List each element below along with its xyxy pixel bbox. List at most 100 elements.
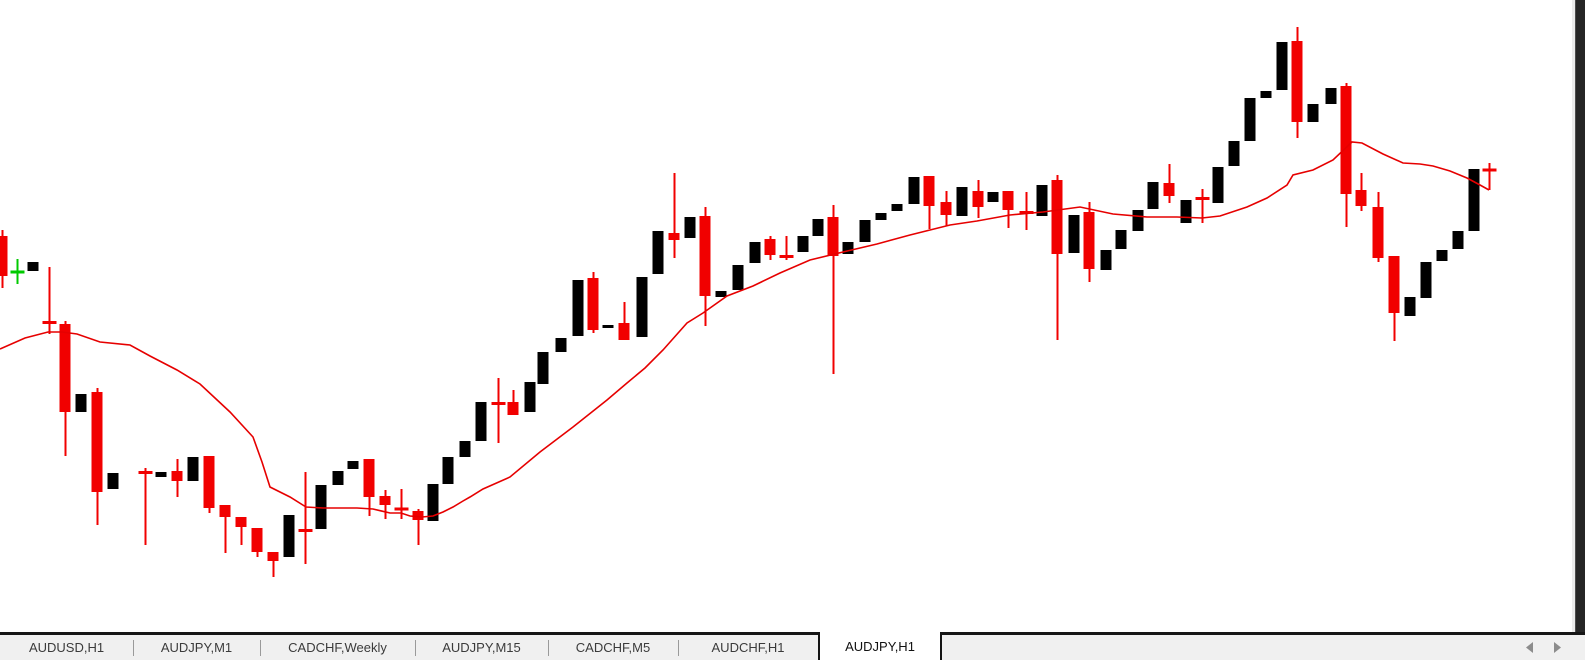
candle-78 (1260, 91, 1272, 98)
tab-audjpy-h1[interactable]: AUDJPY,H1 (818, 632, 942, 660)
candle-75 (1212, 167, 1224, 203)
candle-37 (602, 325, 614, 328)
candle-46 (749, 242, 761, 263)
candle-36 (587, 272, 599, 333)
tab-audjpy-m1[interactable]: AUDJPY,M1 (160, 640, 233, 655)
candle-43 (699, 207, 711, 326)
candle-49 (797, 236, 809, 252)
candle-71 (1147, 182, 1159, 209)
candle-69 (1115, 230, 1127, 249)
candle-76 (1228, 141, 1240, 166)
candle-28 (459, 441, 471, 457)
candle-3 (42, 267, 57, 334)
tab-separator (678, 640, 679, 656)
tab-scroll-left-button[interactable] (1522, 641, 1536, 653)
candle-30 (491, 378, 506, 443)
candle-41 (668, 173, 680, 258)
candle-20 (332, 471, 344, 485)
candle-44 (715, 291, 727, 297)
candle-66 (1068, 215, 1080, 253)
tab-cadchf-weekly[interactable]: CADCHF,Weekly (288, 640, 387, 655)
candle-12 (203, 456, 215, 513)
candle-1 (10, 259, 25, 284)
candle-31 (507, 390, 519, 415)
candle-87 (1404, 297, 1416, 316)
candle-18 (298, 472, 313, 564)
candle-19 (315, 485, 327, 529)
candle-53 (859, 220, 871, 242)
candle-90 (1452, 231, 1464, 249)
candle-64 (1036, 185, 1048, 216)
tab-scroll-right-button[interactable] (1550, 641, 1564, 653)
candle-0 (0, 230, 8, 288)
candle-15 (251, 528, 263, 557)
tab-separator (260, 640, 261, 656)
candle-11 (187, 457, 199, 481)
candlestick-chart (0, 27, 1497, 577)
candle-48 (779, 236, 794, 260)
tab-cadchf-m5[interactable]: CADCHF,M5 (575, 640, 651, 655)
candle-13 (219, 505, 231, 553)
candle-83 (1340, 83, 1352, 227)
candle-63 (1019, 192, 1034, 230)
tab-separator (415, 640, 416, 656)
candle-47 (764, 236, 776, 260)
candle-70 (1132, 210, 1144, 231)
tabbar-top-border-right (941, 632, 1585, 635)
candle-9 (155, 472, 167, 477)
tab-audchf-h1[interactable]: AUDCHF,H1 (711, 640, 785, 655)
candle-80 (1291, 27, 1303, 138)
candle-72 (1163, 164, 1175, 203)
candle-29 (475, 402, 487, 441)
candle-67 (1083, 202, 1095, 282)
candle-2 (27, 262, 39, 271)
candle-88 (1420, 262, 1432, 298)
candle-23 (379, 490, 391, 519)
candle-27 (442, 457, 454, 484)
candle-38 (618, 302, 630, 340)
candle-34 (555, 338, 567, 352)
candle-7 (107, 473, 119, 489)
candle-65 (1051, 175, 1063, 340)
tab-separator (548, 640, 549, 656)
candle-55 (891, 204, 903, 211)
candle-22 (363, 459, 375, 516)
candle-6 (91, 388, 103, 525)
candle-42 (684, 217, 696, 238)
candle-45 (732, 265, 744, 290)
candle-92 (1482, 163, 1497, 190)
candle-32 (524, 382, 536, 412)
candle-35 (572, 280, 584, 336)
candle-21 (347, 461, 359, 469)
candle-10 (171, 459, 183, 497)
window-edge-dark-strip (1575, 0, 1585, 660)
candle-16 (267, 552, 279, 577)
moving-average-line (0, 141, 1490, 518)
candle-26 (427, 484, 439, 521)
candle-51 (827, 205, 839, 374)
price-chart-plot[interactable] (0, 0, 1572, 632)
left-triangle-icon (1525, 641, 1533, 653)
candle-4 (59, 321, 71, 456)
tab-audusd-h1[interactable]: AUDUSD,H1 (28, 640, 105, 655)
candle-81 (1307, 104, 1319, 122)
candle-25 (412, 509, 424, 545)
candle-60 (972, 180, 984, 218)
tab-audjpy-m15[interactable]: AUDJPY,M15 (442, 640, 521, 655)
candle-84 (1355, 173, 1367, 211)
candle-56 (908, 177, 920, 204)
candle-14 (235, 517, 247, 545)
candle-82 (1325, 88, 1337, 104)
candle-50 (812, 219, 824, 236)
candle-62 (1002, 191, 1014, 228)
tab-separator (133, 640, 134, 656)
candle-5 (75, 394, 87, 412)
candle-59 (956, 187, 968, 216)
candle-85 (1372, 192, 1384, 262)
candle-86 (1388, 256, 1400, 341)
candle-40 (652, 231, 664, 274)
candle-39 (636, 277, 648, 337)
candle-73 (1180, 200, 1192, 223)
candle-79 (1276, 42, 1288, 90)
candle-89 (1436, 250, 1448, 261)
